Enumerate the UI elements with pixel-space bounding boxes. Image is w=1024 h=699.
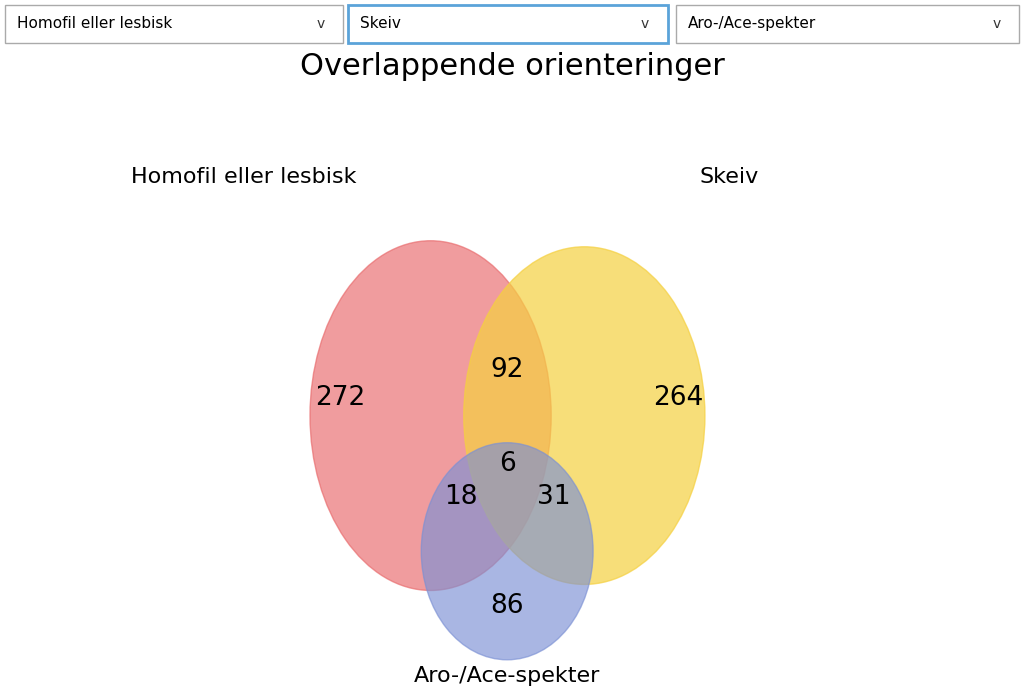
Text: v: v xyxy=(316,17,325,31)
Ellipse shape xyxy=(464,247,705,584)
Text: Skeiv: Skeiv xyxy=(699,168,759,187)
Text: v: v xyxy=(641,17,649,31)
Text: 31: 31 xyxy=(538,484,571,510)
Ellipse shape xyxy=(310,240,551,591)
Text: 272: 272 xyxy=(315,384,366,410)
Text: 6: 6 xyxy=(499,451,515,477)
Text: Homofil eller lesbisk: Homofil eller lesbisk xyxy=(131,168,356,187)
Ellipse shape xyxy=(421,442,593,660)
Text: Aro-/Ace-spekter: Aro-/Ace-spekter xyxy=(688,17,816,31)
Text: v: v xyxy=(992,17,1000,31)
Text: Homofil eller lesbisk: Homofil eller lesbisk xyxy=(17,17,173,31)
Text: 92: 92 xyxy=(490,357,524,383)
Text: 18: 18 xyxy=(444,484,477,510)
Text: Overlappende orienteringer: Overlappende orienteringer xyxy=(300,52,724,81)
Text: 264: 264 xyxy=(652,384,702,410)
Text: Skeiv: Skeiv xyxy=(360,17,401,31)
Text: Aro-/Ace-spekter: Aro-/Ace-spekter xyxy=(414,666,600,686)
Text: 86: 86 xyxy=(490,593,524,619)
